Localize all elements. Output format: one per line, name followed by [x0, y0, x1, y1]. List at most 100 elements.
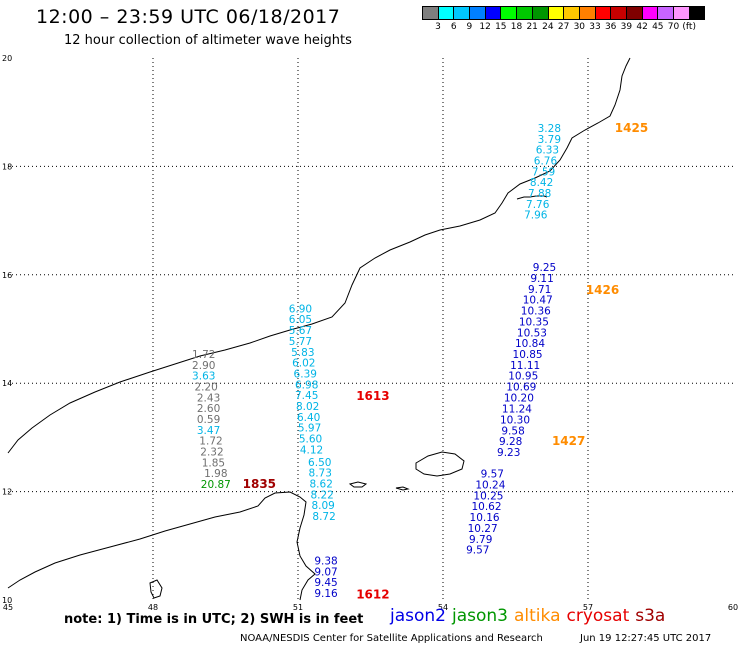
satellite-name: s3a — [635, 606, 666, 626]
wave-height-value: 4.12 — [300, 444, 323, 456]
wave-height-value: 9.79 — [469, 534, 492, 546]
wave-height-value: 2.32 — [200, 446, 223, 458]
axis-ticks: 45 48 51 54 57 60 10 12 14 16 18 20 — [2, 54, 738, 612]
wave-height-value: 3.28 — [538, 123, 561, 135]
wave-height-value: 7.88 — [528, 188, 551, 200]
wave-height-value: 10.36 — [521, 306, 551, 318]
coastline-segment — [516, 195, 548, 200]
y-tick-label: 20 — [2, 54, 12, 63]
satellite-name: cryosat — [566, 606, 630, 626]
wave-height-value: 7.96 — [524, 210, 548, 222]
wave-height-value: 2.20 — [194, 381, 217, 393]
wave-height-value: 3.47 — [197, 425, 220, 437]
wave-height-value: 10.24 — [475, 480, 505, 492]
wave-height-value: 9.23 — [497, 447, 520, 459]
scale-label: 9 — [466, 22, 473, 32]
scale-label: 21 — [526, 22, 538, 32]
wave-height-value: 8.42 — [530, 177, 553, 189]
wave-height-value: 9.11 — [530, 273, 553, 285]
coastline-segment — [395, 486, 410, 491]
wave-height-value: 5.77 — [289, 336, 312, 348]
scale-label: 42 — [636, 22, 648, 32]
coastline — [7, 57, 631, 601]
satellite-name: jason3 — [452, 606, 508, 626]
scale-label: 70 — [667, 22, 680, 32]
wave-height-value: 0.59 — [197, 414, 220, 426]
wave-height-value: 1.85 — [202, 457, 225, 469]
satellite-legend: jason2 jason3 altika cryosat s3a — [390, 606, 671, 626]
coastline-segment — [7, 57, 631, 454]
color-scale-legend: 3 6 9 12 15 18 21 24 27 30 33 36 39 42 45 70 (ft) — [422, 6, 706, 34]
scale-label: 12 — [479, 22, 491, 32]
pass-time-label: 1425 — [615, 121, 648, 135]
x-tick-label: 60 — [728, 603, 738, 612]
wave-height-value: 9.57 — [481, 469, 504, 481]
scale-label: 24 — [542, 22, 554, 32]
wave-height-value: 8.02 — [296, 401, 319, 413]
wave-height-value: 9.38 — [314, 555, 337, 567]
y-tick-label: 12 — [2, 488, 12, 497]
coastline-segment — [149, 579, 163, 599]
wave-height-value: 5.83 — [291, 347, 314, 359]
x-tick-label: 57 — [583, 603, 593, 612]
wave-height-value: 9.07 — [314, 566, 337, 578]
wave-height-value: 8.73 — [309, 468, 332, 480]
wave-height-value: 9.57 — [466, 545, 489, 557]
pass-time-label: 1427 — [552, 434, 585, 448]
altimeter-values: 9.259.119.7110.4710.3610.3510.5310.8410.… — [192, 121, 648, 602]
wave-height-value: 10.47 — [523, 295, 553, 307]
wave-height-value: 2.60 — [197, 403, 220, 415]
wave-height-value: 10.53 — [517, 327, 547, 339]
x-tick-label: 54 — [438, 603, 448, 612]
pass-time-label: 1613 — [356, 389, 389, 403]
color-scale-swatches — [422, 6, 706, 20]
satellite-name: altika — [514, 606, 561, 626]
wave-height-value: 10.85 — [513, 349, 543, 361]
wave-height-value: 9.45 — [314, 577, 337, 589]
scale-label: 3 — [435, 22, 441, 32]
wave-height-value: 8.62 — [310, 478, 333, 490]
x-tick-label: 48 — [148, 603, 158, 612]
pass-time-label: 1612 — [356, 588, 389, 602]
footer-timestamp: Jun 19 12:27:45 UTC 2017 — [580, 633, 712, 644]
y-tick-label: 18 — [2, 162, 12, 171]
footer: NOAA/NESDIS Center for Satellite Applica… — [240, 633, 711, 644]
scale-label: (ft) — [682, 22, 696, 32]
pass-time-label: 1835 — [243, 477, 276, 491]
map-subtitle: 12 hour collection of altimeter wave hei… — [64, 33, 352, 48]
scale-label: 18 — [510, 22, 523, 32]
footer-credit: NOAA/NESDIS Center for Satellite Applica… — [240, 633, 543, 644]
coastline-segment — [7, 491, 316, 601]
wave-height-value: 6.50 — [308, 457, 331, 469]
wave-height-value: 20.87 — [201, 479, 231, 491]
scale-label: 45 — [652, 22, 664, 32]
wave-height-value: 9.16 — [314, 588, 338, 600]
wave-height-value: 10.95 — [508, 371, 538, 383]
wave-height-value: 2.43 — [197, 392, 220, 404]
wave-height-value: 10.69 — [506, 381, 536, 393]
coastline-segment — [348, 481, 368, 488]
wave-height-value: 1.72 — [199, 436, 222, 448]
wave-height-value: 6.98 — [295, 379, 318, 391]
wave-height-value: 5.67 — [289, 325, 312, 337]
wave-height-value: 10.35 — [519, 316, 549, 328]
wave-height-value: 11.11 — [510, 360, 540, 372]
scale-label: 30 — [573, 22, 586, 32]
wave-height-value: 3.79 — [538, 134, 561, 146]
wave-height-value: 6.90 — [289, 303, 312, 315]
color-scale-labels: 3 6 9 12 15 18 21 24 27 30 33 36 39 42 45 70 (ft) — [422, 20, 704, 34]
coastline-segment — [415, 451, 465, 477]
wave-height-value: 9.28 — [499, 436, 522, 448]
wave-height-value: 3.63 — [192, 371, 215, 383]
wave-height-value: 8.22 — [310, 489, 333, 501]
wave-height-value: 8.72 — [312, 511, 335, 523]
wave-height-value: 6.05 — [289, 314, 312, 326]
map-title: 12:00 – 23:59 UTC 06/18/2017 — [36, 6, 341, 28]
map-grid — [8, 58, 733, 600]
wave-height-value: 6.02 — [292, 358, 315, 370]
wave-height-value: 10.27 — [468, 523, 498, 535]
wave-height-value: 2.90 — [192, 360, 215, 372]
scale-label: 36 — [604, 22, 617, 32]
wave-height-value: 8.09 — [311, 500, 334, 512]
wave-height-value: 5.60 — [299, 433, 322, 445]
